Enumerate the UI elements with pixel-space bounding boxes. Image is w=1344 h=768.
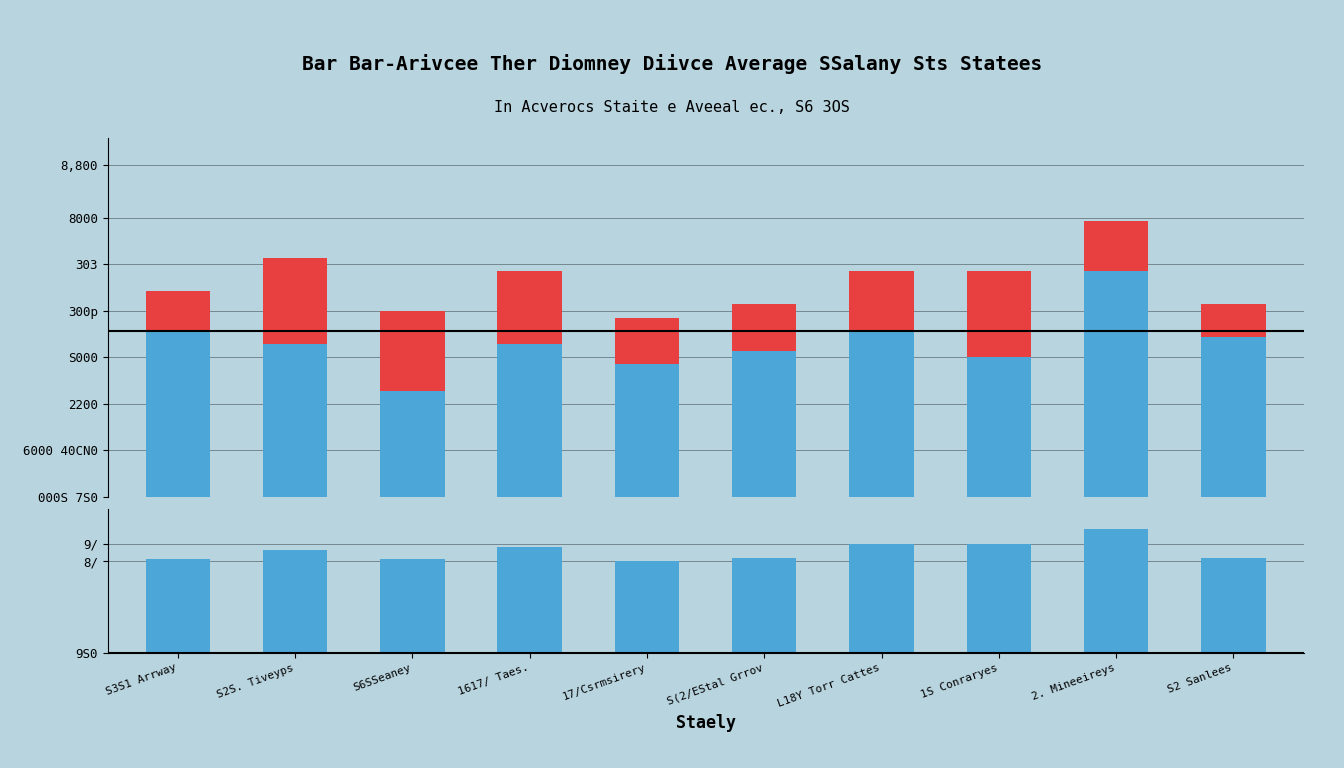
Bar [145,331,210,749]
Bar [1202,304,1266,749]
Bar [145,558,210,653]
Bar [732,558,797,653]
Bar [966,357,1031,749]
Bar [380,391,445,749]
Bar [263,258,328,749]
Bar [849,331,914,749]
Bar [966,544,1031,653]
Bar [380,558,445,653]
Bar [614,561,679,653]
Bar [497,344,562,749]
X-axis label: Staely: Staely [676,714,735,733]
Bar [263,344,328,749]
Text: In Acverocs Staite e Aveeal ec., S6 3OS: In Acverocs Staite e Aveeal ec., S6 3OS [495,100,849,115]
Bar [614,364,679,749]
Bar [380,311,445,749]
Bar [966,271,1031,749]
Bar [1083,529,1148,653]
Bar [849,544,914,653]
Text: Bar Bar-Arivcee Ther Diomney Diivce Average SSalany Sts Statees: Bar Bar-Arivcee Ther Diomney Diivce Aver… [302,54,1042,74]
Bar [1202,337,1266,749]
Bar [145,291,210,749]
Bar [614,317,679,749]
Bar [732,351,797,749]
Bar [1083,221,1148,749]
Bar [1202,558,1266,653]
Bar [497,271,562,749]
Bar [1083,271,1148,749]
Bar [732,304,797,749]
Bar [497,548,562,653]
Bar [849,271,914,749]
Bar [263,550,328,653]
